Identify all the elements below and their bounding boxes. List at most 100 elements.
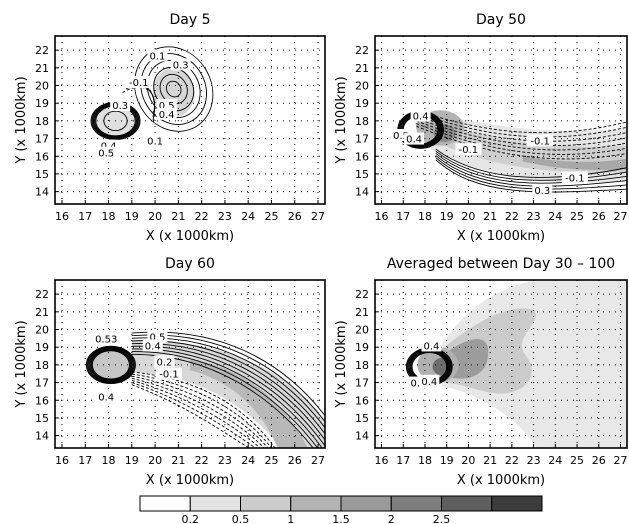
x-tick-label: 26 [592,210,606,223]
shade-region [420,120,627,173]
x-tick-label: 24 [548,210,562,223]
x-tick-label: 20 [461,210,475,223]
x-tick-label: 21 [171,454,185,467]
colorbar-segment [390,495,442,512]
x-tick-label: 19 [125,454,139,467]
colorbar-label: 2 [388,513,395,524]
contour-label: 0.5 [393,131,409,142]
y-tick-label: 20 [355,80,369,93]
contour-line [122,86,155,114]
x-tick-label: 17 [396,210,410,223]
contour-label: -0.1 [459,145,479,156]
x-tick-label: 24 [241,210,255,223]
contour-line [132,81,156,125]
shade-region [190,359,308,448]
colorbar: 0.2 0.5 1 1.5 2 2.5 [139,495,543,524]
contour-line [435,157,627,190]
y-tick-label: 16 [355,150,369,163]
contour-line [435,159,627,193]
panel-title: Day 60 [165,256,215,272]
contour-line [103,110,128,132]
y-tick-label: 17 [35,377,49,390]
x-tick-label: 24 [548,454,562,467]
contour-label: 0.3 [173,60,189,71]
contour-label-bg [527,134,554,147]
x-tick-label: 22 [505,210,519,223]
contour-label: -0.1 [565,173,585,184]
y-tick-label: 18 [35,359,49,372]
contour-line [416,112,627,138]
x-tick-label: 23 [527,454,541,467]
contour-line [153,66,195,112]
y-axis-label: Y (x 1000km) [334,320,349,408]
y-tick-label: 14 [355,430,369,443]
contour-label-bg [154,355,175,368]
y-tick-label: 21 [35,306,49,319]
y-tick-label: 22 [355,44,369,57]
plot-area: 0.10.3-0.10.30.50.40.10.40.5 [55,36,325,204]
y-tick-label: 18 [35,115,49,128]
contour-line [129,83,155,121]
panel-day-50: 0.40.50.4-0.1-0.1-0.10.316 17 18 19 20 21 22 23… [334,12,628,244]
x-tick-label: 20 [148,210,162,223]
x-tick-label: 23 [218,210,232,223]
x-tick-label: 26 [288,210,302,223]
contour-label: 0.4 [421,377,437,388]
colorbar-label: 0.2 [182,513,200,524]
contour-line [435,153,627,184]
colorbar-segment [240,495,292,512]
x-tick-label: 22 [195,210,209,223]
x-tick-label: 27 [613,210,627,223]
x-tick-label: 21 [171,210,185,223]
colorbar-segment [139,495,191,512]
plot-frame [374,279,628,449]
contour-line [146,60,201,119]
contour-line [131,382,257,448]
panel-title: Averaged between Day 30 – 100 [387,256,615,272]
y-tick-label: 20 [355,324,369,337]
contour-line [416,125,627,160]
plot-frame [54,35,326,205]
contour-label: 0.2 [156,357,172,368]
x-tick-label: 16 [55,454,69,467]
x-tick-label: 24 [241,454,255,467]
contour-line [85,345,136,385]
x-tick-label: 22 [505,454,519,467]
x-tick-label: 18 [102,210,116,223]
contour-label: 0.53 [95,334,117,345]
contour-label-bg [147,49,168,62]
y-tick-label: 17 [355,377,369,390]
x-tick-label: 21 [483,210,497,223]
plot-frame [54,279,326,449]
x-axis-label: X (x 1000km) [146,229,234,244]
contour-label: 0.4 [413,112,429,123]
x-tick-label: 18 [418,454,432,467]
contour-line [131,371,276,448]
contour-line [87,346,135,384]
contour-label: 0.4 [98,393,114,404]
contour-label-bg [532,183,553,196]
x-tick-label: 17 [396,454,410,467]
y-tick-label: 15 [355,412,369,425]
x-axis-label: X (x 1000km) [457,229,545,244]
contour-line [165,80,182,98]
x-tick-label: 19 [125,210,139,223]
x-tick-label: 16 [55,210,69,223]
contour-label-bg [561,171,588,184]
colorbar-segment [441,495,493,512]
x-tick-label: 25 [264,454,278,467]
y-tick-label: 21 [355,62,369,75]
y-tick-label: 14 [355,186,369,199]
y-tick-label: 14 [35,186,49,199]
contour-label: 0.5 [410,379,426,390]
contour-line [131,351,319,448]
y-tick-label: 17 [35,133,49,146]
x-tick-label: 27 [311,210,325,223]
y-tick-label: 19 [35,341,49,354]
contour-line [91,350,131,380]
plot-area: 0.40.50.4-0.1-0.1-0.10.3 [375,36,627,204]
y-axis-label: Y (x 1000km) [14,76,29,164]
y-axis-label: Y (x 1000km) [334,76,349,164]
x-tick-label: 16 [375,210,389,223]
